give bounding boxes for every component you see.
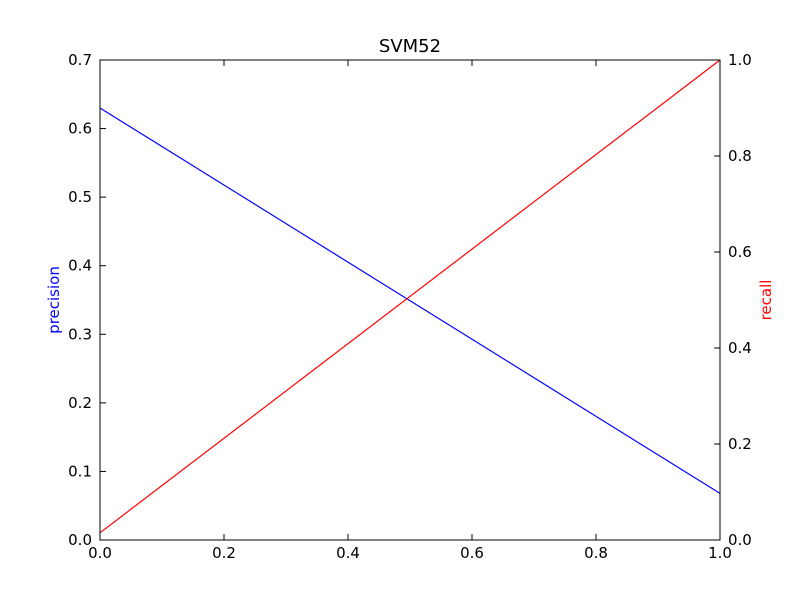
y-left-tick-label: 0.2: [68, 394, 92, 412]
plot-frame: [99, 59, 721, 541]
ticks-layer: 0.0 0.2 0.4 0.6 0.8 1.00.00.10.20.30.40.50.60…: [68, 51, 752, 562]
y-right-tick-label: 0.6: [728, 243, 752, 261]
x-tick-label: 0.4: [336, 544, 360, 562]
y-left-tick-label: 0.6: [68, 120, 92, 138]
y-left-tick-label: 0.4: [68, 257, 92, 275]
x-tick-label: 0.8: [584, 544, 608, 562]
y-left-tick-label: 0.0: [68, 531, 92, 549]
y-left-tick-label: 0.1: [68, 462, 92, 480]
chart-title: SVM52: [379, 36, 441, 57]
y-right-tick-label: 0.4: [728, 339, 752, 357]
y-right-tick-label: 0.8: [728, 147, 752, 165]
x-tick-label: 0.6: [460, 544, 484, 562]
y-axis-right-label: recall: [757, 280, 775, 321]
series-line-recall: [99, 59, 721, 534]
y-right-tick-label: 0.2: [728, 435, 752, 453]
series-line-precision: [99, 107, 721, 494]
series-layer: [99, 59, 721, 534]
y-left-tick-label: 0.3: [68, 325, 92, 343]
y-right-tick-label: 1.0: [728, 51, 752, 69]
x-tick-label: 0.2: [212, 544, 236, 562]
x-tick-label: 1.0: [708, 544, 732, 562]
y-axis-left-label: precision: [45, 266, 63, 334]
y-right-tick-label: 0.0: [728, 531, 752, 549]
y-left-tick-label: 0.7: [68, 51, 92, 69]
x-tick-label: 0.0: [88, 544, 112, 562]
y-left-tick-label: 0.5: [68, 188, 92, 206]
